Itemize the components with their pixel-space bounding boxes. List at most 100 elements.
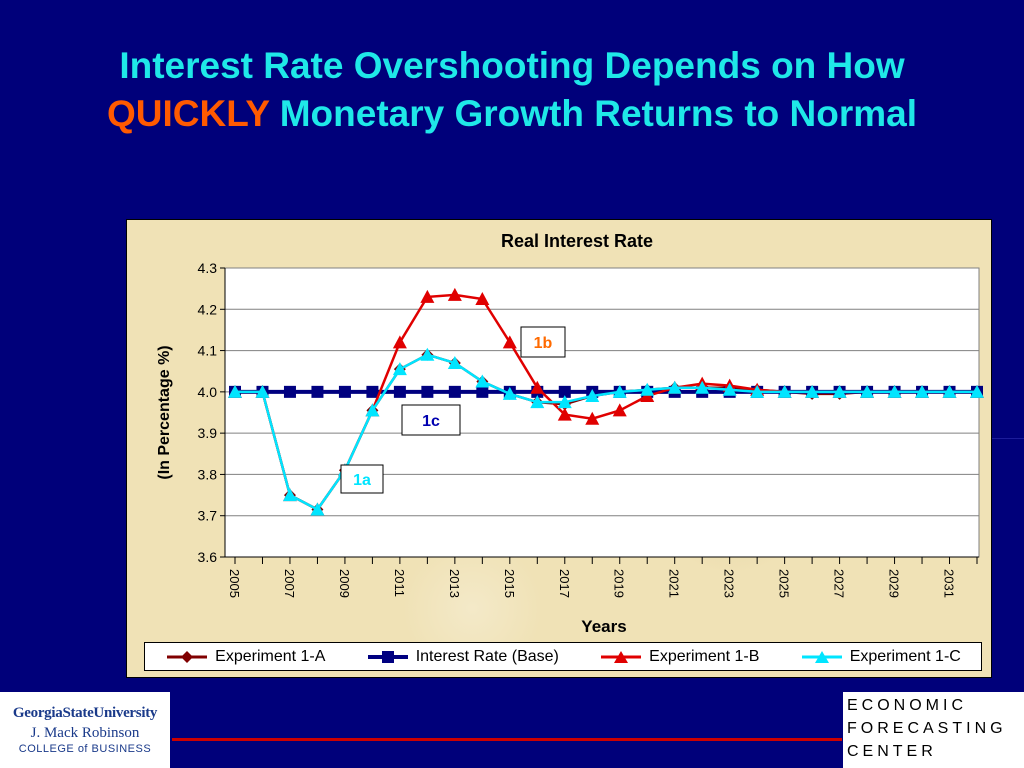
y-axis-label: (In Percentage %) [156, 345, 173, 479]
series-point-experiment-1-c [502, 386, 517, 400]
y-tick-label: 4.0 [198, 384, 218, 400]
series-point-experiment-1-b [557, 407, 572, 421]
y-tick-label: 4.2 [198, 301, 218, 317]
y-tick-label: 4.3 [198, 260, 218, 276]
y-tick-label: 3.6 [198, 549, 218, 565]
series-point-interest-rate-base [476, 385, 489, 398]
series-point-experiment-1-c [585, 388, 600, 402]
x-tick-label: 2005 [227, 569, 242, 598]
plot-area [224, 267, 980, 558]
legend-item: Experiment 1-B [599, 648, 759, 666]
efc-logo: ECONOMIC FORECASTING CENTER [843, 692, 1024, 768]
chart-panel: 3.6 3.7 3.8 3.9 4.0 4.1 4.2 4.3 2005 2007 2009 2011… [126, 219, 992, 678]
x-tick-label: 2013 [447, 569, 462, 598]
y-tick-label: 3.9 [198, 425, 218, 441]
annotation-box-1a [340, 464, 384, 494]
series-point-experiment-1-c [530, 395, 545, 409]
x-tick-label: 2011 [392, 569, 407, 597]
series-point-experiment-1-c [695, 380, 710, 394]
series-point-experiment-1-c [475, 374, 490, 388]
annotation-box-1b [520, 326, 566, 358]
y-tick-label: 4.1 [198, 343, 218, 359]
series-point-experiment-1-b [420, 289, 435, 303]
series-point-experiment-1-c [915, 384, 930, 398]
legend-swatch [167, 650, 208, 663]
x-tick-label: 2015 [502, 569, 517, 598]
series-point-experiment-1-c [392, 362, 407, 376]
series-point-experiment-1-c [805, 384, 820, 398]
x-tick-label: 2009 [337, 569, 352, 598]
series-point-experiment-1-c [282, 488, 297, 502]
chart-title: Real Interest Rate [501, 231, 653, 251]
legend-label: Interest Rate (Base) [415, 647, 559, 665]
real-interest-rate-chart: 3.6 3.7 3.8 3.9 4.0 4.1 4.2 4.3 2005 2007 2009 2011… [156, 231, 984, 636]
series-point-experiment-1-c [750, 384, 765, 398]
legend-label: Experiment 1-C [849, 647, 961, 665]
series-point-experiment-1-c [228, 384, 242, 398]
chart-legend: Experiment 1-A Interest Rate (Base) Experi… [144, 642, 982, 671]
x-tick-label: 2025 [777, 569, 792, 598]
series-point-interest-rate-base [283, 385, 296, 398]
series-point-interest-rate-base [421, 385, 434, 398]
series-point-interest-rate-base [558, 385, 571, 398]
series-point-experiment-1-b [530, 380, 545, 394]
slide-title-line2: Monetary Growth Returns to Normal [269, 93, 917, 134]
y-tick-label: 3.8 [198, 466, 218, 482]
y-tick-label: 3.7 [198, 508, 218, 524]
gsu-logo-name: GeorgiaStateUniversity [12, 705, 158, 721]
series-point-experiment-1-c [970, 384, 984, 398]
series-point-experiment-1-c [365, 403, 380, 417]
legend-swatch [367, 650, 408, 663]
x-tick-label: 2021 [667, 569, 682, 598]
series-point-experiment-1-c [420, 347, 435, 361]
slide-title: Interest Rate Overshooting Depends on Ho… [0, 42, 1024, 138]
efc-logo-line3: CENTER [847, 743, 937, 760]
series-point-experiment-1-c [640, 382, 655, 396]
series-point-experiment-1-b [612, 403, 627, 417]
legend-item: Experiment 1-A [165, 648, 325, 666]
series-point-experiment-1-b [475, 291, 490, 305]
series-point-experiment-1-c [777, 384, 792, 398]
series-point-experiment-1-c [557, 395, 572, 409]
x-tick-label: 2027 [832, 569, 847, 598]
gsu-logo-college: COLLEGE of BUSINESS [18, 743, 152, 755]
legend-item: Interest Rate (Base) [366, 648, 559, 666]
series-point-experiment-1-b [585, 411, 600, 425]
legend-item: Experiment 1-C [800, 648, 961, 666]
x-tick-label: 2031 [942, 569, 957, 598]
slide-title-line1: Interest Rate Overshooting Depends on Ho… [119, 45, 905, 86]
series-point-experiment-1-c [255, 384, 270, 398]
x-tick-label: 2023 [722, 569, 737, 598]
series-point-experiment-1-c [447, 355, 462, 369]
series-point-experiment-1-c [722, 382, 737, 396]
x-tick-label: 2019 [612, 569, 627, 598]
series-point-experiment-1-b [502, 335, 517, 349]
series-point-interest-rate-base [393, 385, 406, 398]
legend-swatch [801, 650, 842, 663]
series-point-experiment-1-c [667, 380, 682, 394]
series-point-interest-rate-base [338, 385, 351, 398]
slide-title-highlight: QUICKLY [107, 93, 270, 134]
series-point-experiment-1-c [612, 384, 627, 398]
series-point-experiment-1-c [832, 384, 847, 398]
series-point-experiment-1-c [860, 384, 875, 398]
footer-red-rule [172, 738, 842, 741]
series-point-experiment-1-c [310, 502, 325, 516]
series-point-experiment-1-b [392, 335, 407, 349]
efc-logo-line1: ECONOMIC [847, 697, 967, 714]
series-point-interest-rate-base [448, 385, 461, 398]
efc-logo-line2: FORECASTING [847, 720, 1007, 737]
annotation-label-1b: 1b [534, 335, 553, 352]
x-tick-label: 2017 [557, 569, 572, 598]
series-point-experiment-1-c [887, 384, 902, 398]
x-tick-label: 2029 [887, 569, 902, 598]
legend-swatch [601, 650, 642, 663]
series-point-experiment-1-b [447, 287, 462, 301]
annotation-box-1c [401, 404, 461, 436]
series-line-experiment-1-c [235, 353, 977, 512]
series-point-experiment-1-c [942, 384, 957, 398]
legend-label: Experiment 1-A [215, 647, 326, 665]
gsu-logo-school: J. Mack Robinson [30, 725, 140, 741]
x-tick-label: 2007 [282, 569, 297, 598]
series-point-interest-rate-base [311, 385, 324, 398]
